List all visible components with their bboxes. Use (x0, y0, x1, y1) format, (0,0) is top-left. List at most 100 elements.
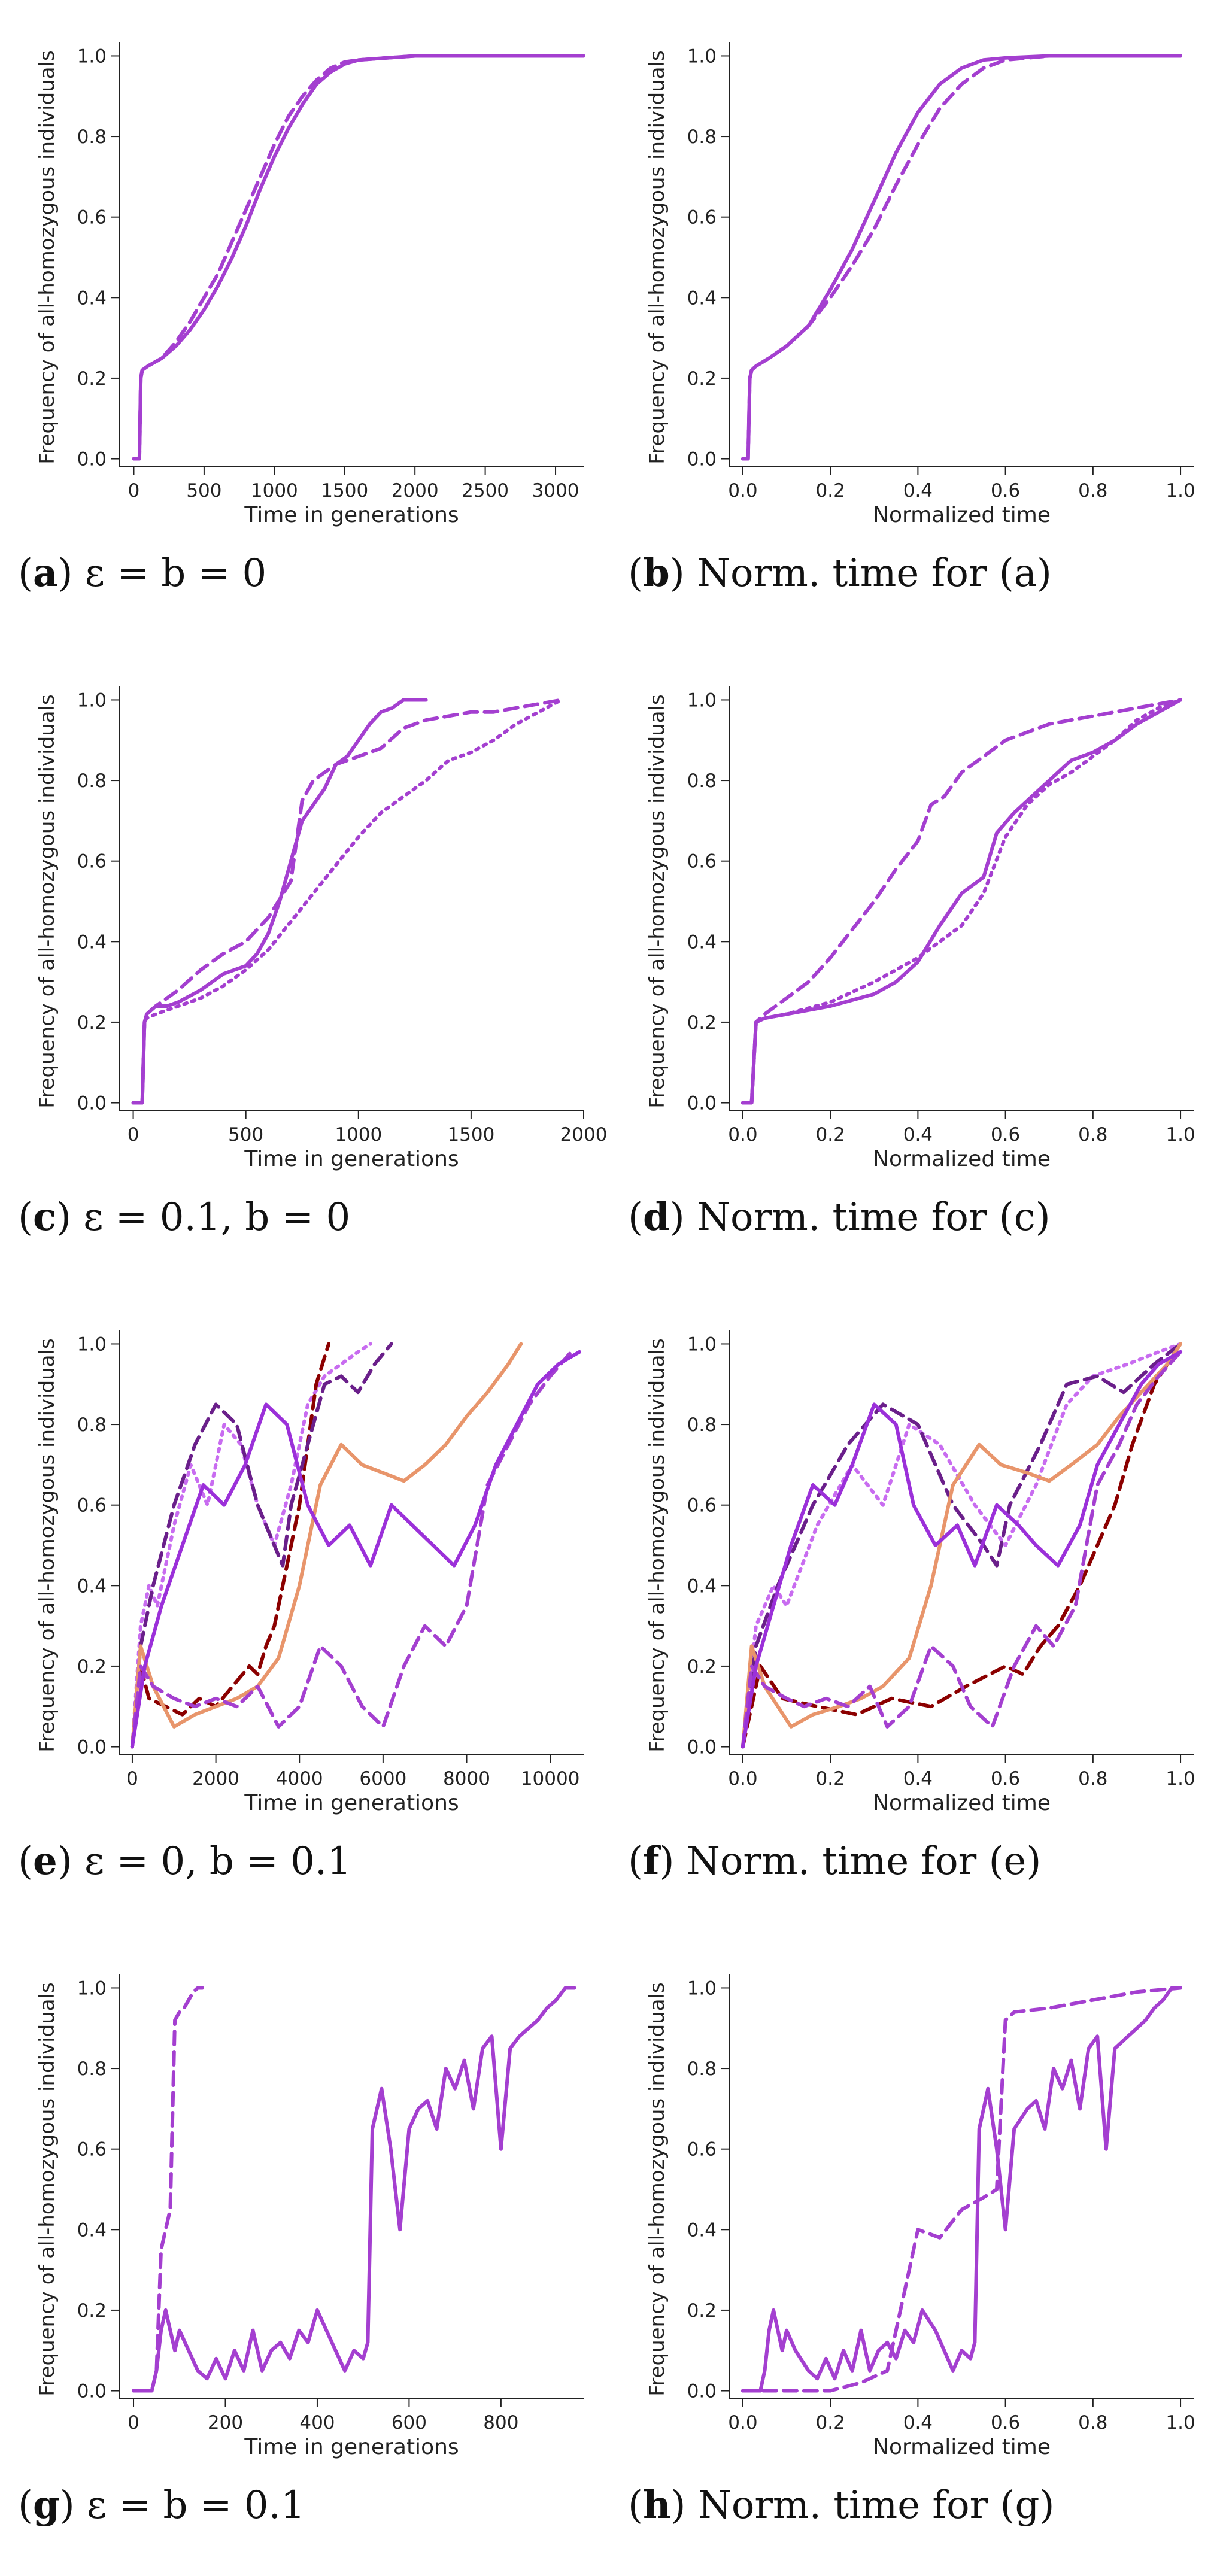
x-tick-label: 2500 (462, 480, 509, 502)
series-run-solid (741, 1986, 1183, 2393)
chart-f: 0.0 0.2 0.4 0.6 0.8 1.0 0.0 0.2 0.4 0.6 0.8 1.0 Norm… (645, 1330, 1195, 1815)
y-axis-label: Frequency of all-homozygous individuals (35, 694, 59, 1108)
caption-text: ε = b = 0 (84, 551, 267, 596)
y-tick-label: 0.0 (77, 1093, 107, 1114)
caption-text: Norm. time for (e) (686, 1839, 1042, 1884)
x-tick-label: 1500 (321, 480, 368, 502)
y-tick-label: 1.0 (77, 45, 107, 67)
y-tick-label: 0.6 (687, 2139, 717, 2161)
x-axis-label: Normalized time (873, 1791, 1051, 1815)
y-axis-label: Frequency of all-homozygous individuals (35, 1982, 59, 2396)
x-tick-label: 0 (128, 480, 140, 502)
panel-c: 0.0 0.2 0.4 0.6 0.8 1.0 0 500 1000 1500 2000 Time i… (0, 644, 610, 1288)
series-run-solid (741, 54, 1183, 461)
y-tick-label: 0.6 (687, 1495, 717, 1517)
x-tick-label: 6000 (359, 1768, 406, 1790)
y-tick-label: 0.2 (687, 1656, 717, 1678)
x-tick-label: 0.2 (816, 1124, 845, 1146)
y-tick-label: 0.8 (77, 770, 107, 792)
series-run-solid (132, 1986, 576, 2393)
x-tick-label: 0.6 (991, 1124, 1020, 1146)
chart-h: 0.0 0.2 0.4 0.6 0.8 1.0 0.0 0.2 0.4 0.6 0.8 1.0 Norm… (645, 1974, 1195, 2459)
panel-b: 0.0 0.2 0.4 0.6 0.8 1.0 0.0 0.2 0.4 0.6 0.8 1.0 Norm… (610, 0, 1220, 644)
x-tick-label: 0.4 (903, 1768, 933, 1790)
chart-b: 0.0 0.2 0.4 0.6 0.8 1.0 0.0 0.2 0.4 0.6 0.8 1.0 Norm… (645, 42, 1195, 527)
x-tick-label: 500 (228, 1124, 263, 1146)
chart-e: 0.0 0.2 0.4 0.6 0.8 1.0 0 2000 4000 6000 8000 10000… (35, 1330, 584, 1815)
y-tick-label: 0.0 (687, 449, 717, 470)
series-run-dashed (741, 698, 1183, 1105)
y-axis-label: Frequency of all-homozygous individuals (645, 1982, 669, 2396)
series-run-dashed (132, 1986, 205, 2393)
caption-d: (d) Norm. time for (c) (628, 1195, 1051, 1240)
x-tick-label: 0 (128, 1124, 139, 1146)
panel-g: 0.0 0.2 0.4 0.6 0.8 1.0 0 200 400 600 800 Time in g… (0, 1932, 610, 2576)
y-tick-label: 0.0 (687, 1737, 717, 1758)
x-tick-label: 2000 (392, 480, 439, 502)
y-tick-label: 0.0 (77, 2381, 107, 2402)
y-tick-label: 0.4 (77, 287, 107, 309)
y-tick-label: 1.0 (77, 1333, 107, 1355)
series-run-dashed (741, 1986, 1183, 2393)
x-tick-label: 1.0 (1166, 1768, 1195, 1790)
x-tick-label: 0.0 (728, 1768, 757, 1790)
x-tick-label: 2000 (192, 1768, 239, 1790)
y-tick-label: 0.8 (687, 770, 717, 792)
panel-a: 0.0 0.2 0.4 0.6 0.8 1.0 0 500 1000 1500 2000 2500 30… (0, 0, 610, 644)
x-tick-label: 0.6 (991, 480, 1020, 502)
y-tick-label: 0.0 (687, 1093, 717, 1114)
y-axis-label: Frequency of all-homozygous individuals (35, 1338, 59, 1752)
caption-e: (e) ε = 0, b = 0.1 (18, 1839, 351, 1884)
caption-letter: g (32, 2483, 60, 2528)
caption-letter: a (32, 551, 58, 596)
series-run-3 (130, 1342, 393, 1749)
x-tick-label: 1.0 (1166, 480, 1195, 502)
chart-d: 0.0 0.2 0.4 0.6 0.8 1.0 0.0 0.2 0.4 0.6 0.8 1.0 Norm… (645, 686, 1195, 1171)
y-tick-label: 0.4 (687, 287, 717, 309)
y-axis-label: Frequency of all-homozygous individuals (645, 1338, 669, 1752)
y-tick-label: 0.6 (687, 851, 717, 873)
y-tick-label: 0.8 (77, 126, 107, 148)
panel-d: 0.0 0.2 0.4 0.6 0.8 1.0 0.0 0.2 0.4 0.6 0.8 1.0 Norm… (610, 644, 1220, 1288)
x-tick-label: 0 (128, 2412, 139, 2434)
x-axis-label: Normalized time (873, 1147, 1051, 1171)
x-tick-label: 0.8 (1078, 1124, 1107, 1146)
y-tick-label: 0.8 (687, 1414, 717, 1436)
x-tick-label: 0.4 (903, 1124, 933, 1146)
caption-letter: e (32, 1839, 57, 1884)
chart-a: 0.0 0.2 0.4 0.6 0.8 1.0 0 500 1000 1500 2000 2500 30… (35, 42, 585, 527)
series-run-solid (132, 54, 585, 461)
caption-letter: f (642, 1839, 660, 1884)
y-tick-label: 0.0 (687, 2381, 717, 2402)
caption-c: (c) ε = 0.1, b = 0 (18, 1195, 351, 1240)
series-run-dashed (132, 54, 585, 461)
x-axis-label: Time in generations (244, 503, 459, 527)
caption-letter: d (642, 1195, 670, 1240)
caption-b: (b) Norm. time for (a) (628, 551, 1052, 596)
x-tick-label: 0.0 (728, 480, 757, 502)
x-tick-label: 0 (126, 1768, 138, 1790)
y-axis-label: Frequency of all-homozygous individuals (645, 50, 669, 464)
y-tick-label: 0.8 (77, 1414, 107, 1436)
series-run-6 (741, 1350, 1183, 1749)
caption-h: (h) Norm. time for (g) (628, 2483, 1055, 2528)
y-tick-label: 0.4 (687, 931, 717, 953)
x-tick-label: 600 (392, 2412, 427, 2434)
y-tick-label: 0.4 (687, 2219, 717, 2241)
y-tick-label: 0.4 (77, 931, 107, 953)
y-tick-label: 0.6 (77, 851, 107, 873)
y-tick-label: 0.6 (77, 1495, 107, 1517)
x-tick-label: 200 (208, 2412, 243, 2434)
y-tick-label: 1.0 (687, 45, 717, 67)
caption-f: (f) Norm. time for (e) (628, 1839, 1042, 1884)
x-tick-label: 8000 (443, 1768, 490, 1790)
x-tick-label: 1000 (335, 1124, 382, 1146)
x-tick-label: 10000 (521, 1768, 580, 1790)
y-tick-label: 0.0 (77, 449, 107, 470)
x-axis-label: Normalized time (873, 503, 1051, 527)
y-tick-label: 0.2 (77, 1656, 107, 1678)
y-tick-label: 0.4 (687, 1575, 717, 1597)
series-run-dashed (741, 54, 1183, 461)
series-run-1 (130, 1342, 372, 1749)
series-run-4 (130, 1342, 523, 1749)
